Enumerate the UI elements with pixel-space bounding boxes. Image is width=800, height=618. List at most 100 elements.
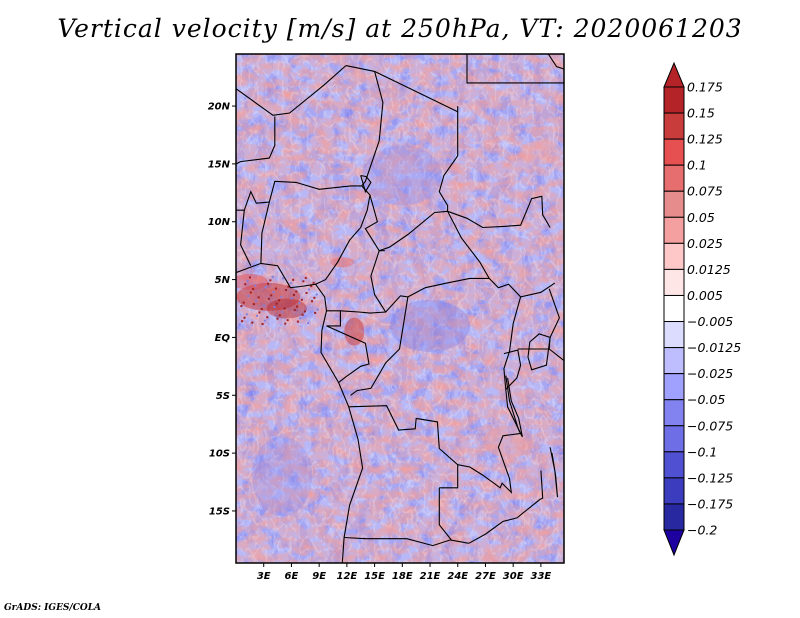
x-tick-label: 27E [475, 571, 496, 582]
updraft-speckle [247, 294, 250, 297]
updraft-speckle [272, 290, 275, 293]
border-libya-chad [345, 65, 459, 113]
x-tick-label: 9E [312, 571, 326, 582]
x-tick-label: 21E [420, 571, 441, 582]
updraft-speckle [313, 296, 316, 299]
updraft-speckle [263, 319, 266, 322]
updraft-speckle [242, 301, 245, 304]
updraft-speckle [286, 319, 289, 322]
x-tick-label: 30E [503, 571, 524, 582]
updraft-speckle [296, 305, 299, 308]
colorbar-box [663, 86, 685, 114]
updraft-speckle [307, 288, 310, 291]
lake-chad [360, 174, 372, 194]
colorbar-box [663, 216, 685, 244]
colorbar-label: 0.0125 [687, 262, 731, 277]
x-tick-label: 24E [447, 571, 468, 582]
updraft-speckle [298, 302, 301, 305]
updraft-speckle [261, 323, 264, 326]
border-togo [240, 210, 252, 266]
downdraft-chad [362, 145, 443, 206]
colorbar-box [663, 138, 685, 166]
updraft-speckle [310, 285, 313, 288]
colorbar-label: −0.1 [687, 444, 717, 459]
updraft-speckle [240, 305, 243, 308]
updraft-speckle [293, 308, 296, 311]
updraft-speckle [276, 317, 279, 320]
updraft-speckle [243, 316, 246, 319]
updraft-speckle [260, 307, 263, 310]
updraft-speckle [305, 291, 308, 294]
updraft-speckle [304, 276, 307, 279]
border-niger-chad [361, 71, 384, 187]
colorbar-label: 0.175 [687, 80, 723, 95]
colorbar-box [663, 112, 685, 140]
updraft-speckle [241, 320, 244, 323]
updraft-speckle [255, 299, 258, 302]
border-chad-sudan [438, 111, 459, 212]
updraft-speckle [246, 279, 249, 282]
updraft-speckle [267, 297, 270, 300]
colorbar-label: −0.05 [687, 392, 725, 407]
updraft-speckle [316, 308, 319, 311]
lake-malawi [549, 447, 559, 498]
x-tick-label: 6E [285, 571, 299, 582]
colorbar-box [663, 503, 685, 531]
updraft-speckle [269, 279, 272, 282]
border-drc-angola [348, 405, 459, 489]
updraft-speckle [257, 296, 260, 299]
y-tick-label: 5N [215, 275, 231, 286]
updraft-speckle [283, 307, 286, 310]
colorbar-box [663, 321, 685, 349]
colorbar-label: 0.15 [687, 106, 715, 121]
updraft-speckle [281, 310, 284, 313]
y-tick-label: 10S [209, 449, 230, 460]
updraft-speckle [252, 288, 255, 291]
coastline-west-africa [236, 262, 364, 563]
colorbar-box [663, 425, 685, 453]
updraft-speckle [314, 311, 317, 314]
colorbar-label: −0.0125 [687, 340, 741, 355]
border-benin-nigeria [260, 201, 270, 264]
updraft-speckle [281, 277, 284, 280]
x-tick-label: 3E [257, 571, 271, 582]
border-cameroon-gabon [326, 310, 386, 314]
downdraft-south-atlantic [252, 436, 313, 517]
updraft-speckle [303, 310, 306, 313]
updraft-speckle [251, 321, 254, 324]
updraft-speckle [280, 295, 283, 298]
colorbar-label: 0.05 [687, 210, 715, 225]
colorbar-label: 0.025 [687, 236, 723, 251]
border-rwanda-burundi [503, 349, 522, 390]
border-tanzania [517, 348, 564, 362]
colorbar-label: 0.005 [687, 288, 723, 303]
updraft-speckle [267, 282, 270, 285]
colorbar-label: −0.2 [687, 523, 717, 538]
colorbar-box [663, 347, 685, 375]
updraft-west-coast [236, 273, 268, 290]
updraft-speckle [249, 291, 252, 294]
updraft-speckle [290, 297, 293, 300]
colorbar-box [663, 451, 685, 479]
updraft-speckle [285, 289, 288, 292]
x-tick-label: 15E [364, 571, 385, 582]
updraft-speckle [302, 280, 305, 283]
border-sudan-south-sudan [447, 195, 551, 229]
colorbar-label: −0.005 [687, 314, 733, 329]
colorbar-box [663, 373, 685, 401]
downdraft-congo-basin [390, 299, 471, 352]
x-tick-label: 33E [531, 571, 552, 582]
border-cameroon-chad [364, 194, 385, 252]
chart-title: Vertical velocity [m/s] at 250hPa, VT: 2… [57, 14, 743, 43]
nile-coast [547, 54, 564, 70]
updraft-speckle [278, 314, 281, 317]
colorbar-label: 0.1 [687, 158, 707, 173]
updraft-sudan [518, 140, 563, 165]
updraft-speckle [300, 298, 303, 301]
updraft-speckle [273, 306, 276, 309]
border-south-sudan-drc [488, 278, 556, 298]
colorbar-label: −0.125 [687, 470, 733, 485]
updraft-speckle [270, 294, 273, 297]
colorbar: 0.175 0.15 0.125 0.1 0.075 0.05 0.025 0.0125 0.0… [663, 61, 741, 557]
